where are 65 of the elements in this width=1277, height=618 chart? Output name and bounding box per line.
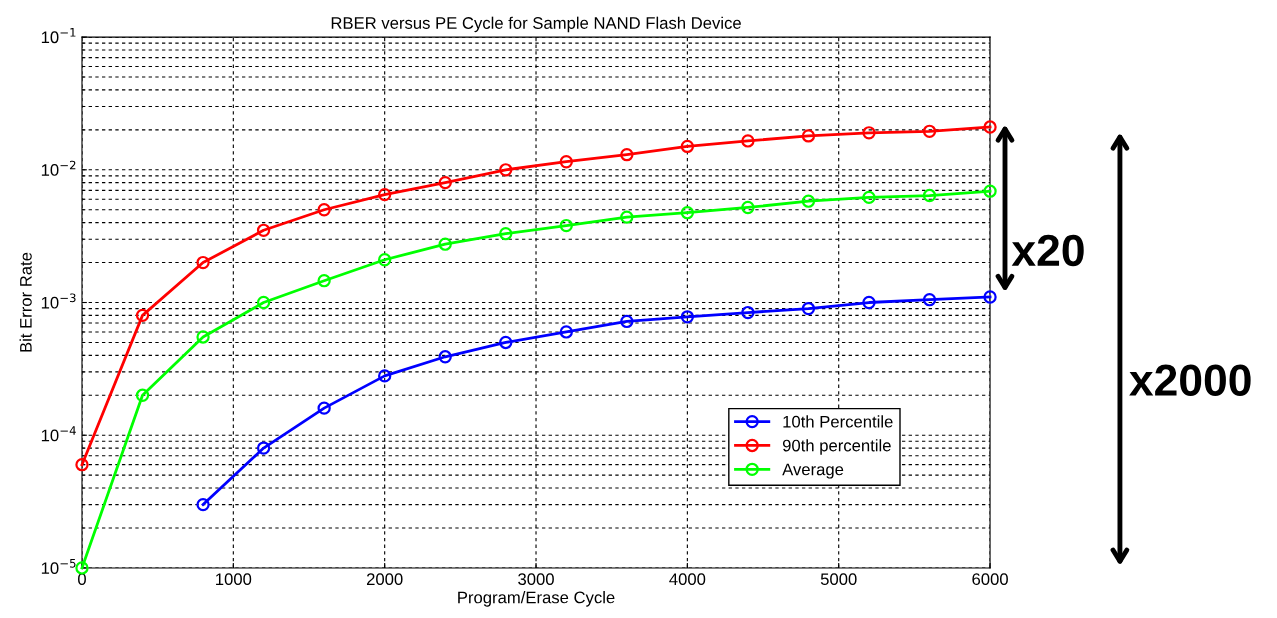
- y-tick-label: 10$^{−3}$: [41, 293, 76, 309]
- x-tick-label: 1000: [216, 573, 252, 586]
- point: [862, 295, 876, 310]
- x-tick-label: 6000: [972, 573, 1008, 586]
- point: [559, 325, 573, 339]
- point: [196, 497, 210, 512]
- point: [801, 129, 816, 143]
- point: [317, 274, 331, 288]
- x-axis-title: Program/Erase Cycle: [458, 591, 615, 607]
- point: [741, 134, 755, 148]
- point: [135, 388, 150, 402]
- legend-label: 90th percentile: [782, 439, 891, 455]
- x-tick-label: 5000: [820, 573, 857, 586]
- point: [438, 237, 452, 251]
- point: [256, 223, 271, 237]
- legend-label: 10th Percentile: [783, 415, 893, 428]
- x-tick-label: 2000: [366, 573, 403, 586]
- y-tick-label: 10$^{−1}$: [41, 28, 76, 44]
- point: [196, 330, 210, 344]
- point: [256, 441, 271, 455]
- point: [983, 184, 997, 198]
- point: [196, 255, 210, 270]
- y-tick-label: 10$^{−5}$: [41, 558, 76, 575]
- point: [75, 458, 89, 472]
- x-tick-label: 3000: [518, 573, 554, 586]
- point: [499, 335, 513, 350]
- point: [438, 350, 452, 364]
- point: [317, 203, 331, 217]
- point: [317, 401, 331, 415]
- point: [741, 305, 755, 320]
- point: [680, 139, 695, 154]
- point: [741, 200, 755, 215]
- chart-title: RBER versus PE Cycle for Sample NAND Flash Device: [331, 16, 741, 33]
- point: [559, 218, 573, 233]
- y-axis-title: Bit Error Rate: [19, 252, 32, 352]
- point: [983, 120, 997, 134]
- point: [620, 148, 634, 162]
- point: [862, 126, 876, 140]
- point: [922, 188, 937, 203]
- point: [620, 210, 634, 224]
- text: x2000: [1129, 364, 1251, 396]
- y-tick-label: 10$^{−2}$: [41, 160, 76, 176]
- point: [559, 155, 573, 169]
- point: [378, 253, 392, 267]
- point: [438, 175, 452, 190]
- point: [680, 206, 695, 220]
- point: [922, 124, 937, 138]
- point: [922, 293, 937, 307]
- legend-label: Average: [782, 463, 844, 479]
- point: [680, 310, 695, 324]
- point: [75, 561, 89, 575]
- y-tick-label: 10$^{−4}$: [41, 426, 76, 442]
- point: [620, 314, 634, 329]
- x-tick-label: 4000: [669, 573, 706, 586]
- text: x20: [1011, 234, 1084, 267]
- point: [983, 290, 997, 304]
- point: [378, 187, 392, 202]
- point: [256, 295, 271, 310]
- point: [801, 194, 816, 208]
- point: [135, 308, 150, 323]
- point: [499, 227, 513, 241]
- point: [801, 301, 816, 316]
- point: [499, 163, 513, 177]
- point: [862, 190, 876, 205]
- point: [378, 369, 392, 383]
